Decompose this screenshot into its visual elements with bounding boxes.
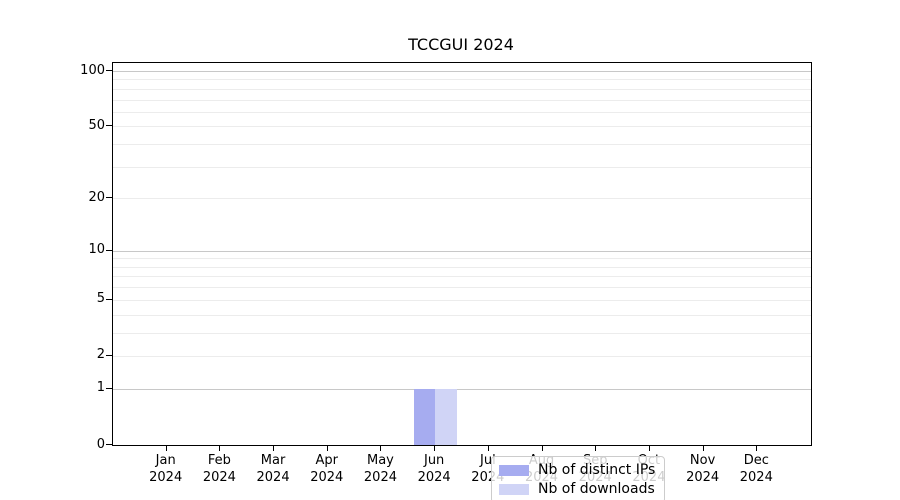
minor-grid-line xyxy=(113,266,811,268)
minor-grid-line xyxy=(113,355,811,357)
x-tick-mark xyxy=(380,445,382,451)
y-tick-label: 5 xyxy=(96,291,105,307)
y-tick-mark xyxy=(106,249,112,251)
minor-grid-line xyxy=(113,111,811,113)
legend-row-downloads: Nb of downloads xyxy=(499,481,655,497)
x-tick-mark xyxy=(487,445,489,451)
legend-label-distinct-ips: Nb of distinct IPs xyxy=(538,462,656,478)
minor-grid-line xyxy=(113,166,811,168)
y-tick-mark xyxy=(106,125,112,127)
x-tick-label: Mar 2024 xyxy=(256,453,290,485)
major-grid-line xyxy=(113,71,811,72)
y-tick-mark xyxy=(106,354,112,356)
x-tick-label: Jun 2024 xyxy=(417,453,451,485)
minor-grid-line xyxy=(113,287,811,289)
x-tick-mark xyxy=(273,445,275,451)
minor-grid-line xyxy=(113,276,811,278)
bar-distinct-ips xyxy=(413,388,436,445)
y-tick-mark xyxy=(106,298,112,300)
legend-label-downloads: Nb of downloads xyxy=(538,481,655,497)
y-tick-label: 1 xyxy=(96,380,105,396)
minor-grid-line xyxy=(113,332,811,334)
x-tick-label: Nov 2024 xyxy=(686,453,720,485)
minor-grid-line xyxy=(113,258,811,260)
x-tick-mark xyxy=(434,445,436,451)
y-tick-label: 2 xyxy=(96,347,105,363)
minor-grid-line xyxy=(113,126,811,128)
x-tick-mark xyxy=(648,445,650,451)
x-tick-mark xyxy=(595,445,597,451)
minor-grid-line xyxy=(113,79,811,81)
x-tick-mark xyxy=(219,445,221,451)
y-tick-mark xyxy=(106,444,112,445)
minor-grid-line xyxy=(113,314,811,316)
y-tick-mark xyxy=(106,70,112,71)
x-tick-label: Feb 2024 xyxy=(202,453,236,485)
x-tick-label: Apr 2024 xyxy=(310,453,344,485)
minor-grid-line xyxy=(113,198,811,200)
x-tick-label: Dec 2024 xyxy=(739,453,773,485)
y-tick-label: 20 xyxy=(88,189,105,205)
y-tick-label: 10 xyxy=(88,242,105,258)
x-tick-mark xyxy=(702,445,704,451)
x-tick-mark xyxy=(326,445,328,451)
minor-grid-line xyxy=(113,88,811,90)
x-tick-mark xyxy=(756,445,758,451)
plot-area: Nb of distinct IPs Nb of downloads xyxy=(112,62,812,500)
y-tick-label: 100 xyxy=(80,62,105,78)
x-tick-mark xyxy=(165,445,167,451)
y-tick-mark xyxy=(106,387,112,389)
legend-row-distinct-ips: Nb of distinct IPs xyxy=(499,462,655,478)
major-grid-line xyxy=(113,250,811,252)
major-grid-line xyxy=(113,388,811,390)
minor-grid-line xyxy=(113,99,811,101)
x-tick-label: May 2024 xyxy=(363,453,397,485)
x-tick-label: Jan 2024 xyxy=(149,453,183,485)
minor-grid-line xyxy=(113,144,811,146)
legend-swatch-downloads xyxy=(499,483,529,495)
chart-title: TCCGUI 2024 xyxy=(408,35,514,54)
y-tick-label: 0 xyxy=(96,436,105,452)
minor-grid-line xyxy=(113,299,811,301)
y-tick-label: 50 xyxy=(88,117,105,133)
legend-swatch-distinct-ips xyxy=(499,464,529,476)
y-tick-mark xyxy=(106,197,112,199)
x-tick-mark xyxy=(541,445,543,451)
bar-downloads xyxy=(435,388,457,445)
legend: Nb of distinct IPs Nb of downloads xyxy=(491,456,666,500)
